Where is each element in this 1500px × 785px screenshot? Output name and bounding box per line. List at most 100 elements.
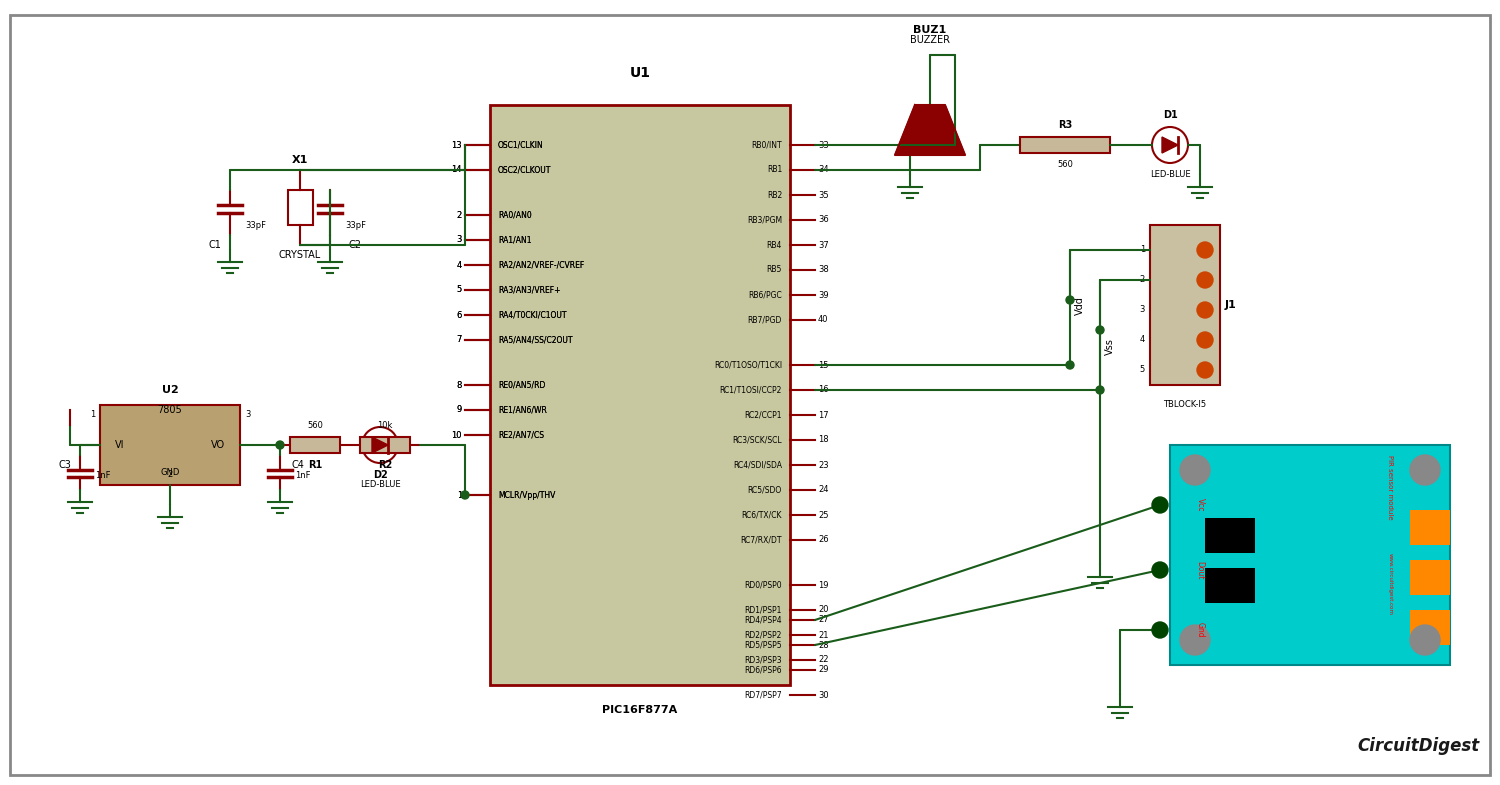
Text: 3: 3 xyxy=(456,236,462,244)
Text: C3: C3 xyxy=(58,460,72,470)
Text: RA0/AN0: RA0/AN0 xyxy=(498,210,531,220)
Text: 36: 36 xyxy=(818,216,828,225)
Text: C2: C2 xyxy=(348,240,361,250)
Circle shape xyxy=(1410,455,1440,485)
Text: RD7/PSP7: RD7/PSP7 xyxy=(744,691,782,699)
Text: RB5: RB5 xyxy=(766,265,782,275)
Text: 4: 4 xyxy=(456,261,462,269)
Circle shape xyxy=(460,491,470,499)
Text: 3: 3 xyxy=(244,410,250,419)
Text: 2: 2 xyxy=(168,470,172,479)
Text: RD5/PSP5: RD5/PSP5 xyxy=(744,641,782,649)
Text: RC0/T1OSO/T1CKI: RC0/T1OSO/T1CKI xyxy=(714,360,782,370)
Bar xyxy=(290,437,340,453)
Text: 19: 19 xyxy=(818,580,828,590)
Text: RA1/AN1: RA1/AN1 xyxy=(498,236,531,244)
Text: 5: 5 xyxy=(456,286,462,294)
Text: RD0/PSP0: RD0/PSP0 xyxy=(744,580,782,590)
Text: RE1/AN6/WR: RE1/AN6/WR xyxy=(498,406,548,414)
Text: 27: 27 xyxy=(818,615,828,625)
Text: RA5/AN4/SS/C2OUT: RA5/AN4/SS/C2OUT xyxy=(498,335,573,345)
Text: RD4/PSP4: RD4/PSP4 xyxy=(744,615,782,625)
Text: 5: 5 xyxy=(456,286,462,294)
Text: C1: C1 xyxy=(209,240,222,250)
Text: 1nF: 1nF xyxy=(296,470,310,480)
Text: C4: C4 xyxy=(291,460,304,470)
Text: RE2/AN7/CS: RE2/AN7/CS xyxy=(498,430,544,440)
Text: 33pF: 33pF xyxy=(345,221,366,229)
Text: 33pF: 33pF xyxy=(244,221,266,229)
Polygon shape xyxy=(372,437,388,453)
Bar xyxy=(1410,560,1450,595)
Text: 13: 13 xyxy=(452,141,462,149)
Text: RD2/PSP2: RD2/PSP2 xyxy=(744,630,782,640)
Text: RA3/AN3/VREF+: RA3/AN3/VREF+ xyxy=(498,286,561,294)
Bar xyxy=(1204,568,1255,603)
Text: 1: 1 xyxy=(456,491,462,499)
Text: RB4: RB4 xyxy=(766,240,782,250)
Text: 3: 3 xyxy=(456,236,462,244)
Text: Vdd: Vdd xyxy=(1076,296,1084,315)
Text: RA3/AN3/VREF+: RA3/AN3/VREF+ xyxy=(498,286,561,294)
Circle shape xyxy=(1066,296,1074,304)
Text: 15: 15 xyxy=(818,360,828,370)
Text: 30: 30 xyxy=(818,691,828,699)
Text: www.circuitdigest.com: www.circuitdigest.com xyxy=(1388,553,1392,615)
Text: 34: 34 xyxy=(818,166,828,174)
Text: MCLR/Vpp/THV: MCLR/Vpp/THV xyxy=(498,491,555,499)
Bar xyxy=(100,405,240,485)
Text: MCLR/Vpp/THV: MCLR/Vpp/THV xyxy=(498,491,555,499)
Text: RE0/AN5/RD: RE0/AN5/RD xyxy=(498,381,546,389)
Circle shape xyxy=(1197,272,1214,288)
Text: 20: 20 xyxy=(818,605,828,615)
Text: CRYSTAL: CRYSTAL xyxy=(279,250,321,260)
Text: 9: 9 xyxy=(456,406,462,414)
Text: RA4/T0CKI/C1OUT: RA4/T0CKI/C1OUT xyxy=(498,311,567,319)
Text: RE2/AN7/CS: RE2/AN7/CS xyxy=(498,430,544,440)
Text: 38: 38 xyxy=(818,265,828,275)
Text: RA2/AN2/VREF-/CVREF: RA2/AN2/VREF-/CVREF xyxy=(498,261,585,269)
Text: 13: 13 xyxy=(452,141,462,149)
Text: 6: 6 xyxy=(456,311,462,319)
Text: 39: 39 xyxy=(818,290,828,300)
Text: RB3/PGM: RB3/PGM xyxy=(747,216,782,225)
Text: RB1: RB1 xyxy=(766,166,782,174)
Text: 4: 4 xyxy=(1140,335,1144,345)
Bar xyxy=(490,105,790,685)
Text: 10: 10 xyxy=(452,430,462,440)
Text: 35: 35 xyxy=(818,191,828,199)
Text: 9: 9 xyxy=(456,406,462,414)
Text: 40: 40 xyxy=(818,316,828,324)
Bar xyxy=(360,437,410,453)
Text: 5: 5 xyxy=(1140,366,1144,374)
Text: Vss: Vss xyxy=(1106,338,1114,355)
Circle shape xyxy=(1197,242,1214,258)
Text: OSC2/CLKOUT: OSC2/CLKOUT xyxy=(498,166,552,174)
Circle shape xyxy=(276,441,284,449)
Text: BUZZER: BUZZER xyxy=(910,35,950,45)
Text: RA4/T0CKI/C1OUT: RA4/T0CKI/C1OUT xyxy=(498,311,567,319)
Circle shape xyxy=(1197,362,1214,378)
Text: R1: R1 xyxy=(308,460,322,470)
Text: D1: D1 xyxy=(1162,110,1178,120)
Text: 2: 2 xyxy=(456,210,462,220)
Text: 16: 16 xyxy=(818,385,828,395)
Circle shape xyxy=(1152,622,1168,638)
Text: 18: 18 xyxy=(818,436,828,444)
Text: CircuitDigest: CircuitDigest xyxy=(1358,737,1480,755)
Text: 4: 4 xyxy=(456,261,462,269)
Text: 33: 33 xyxy=(818,141,828,149)
Text: 7: 7 xyxy=(456,335,462,345)
Bar xyxy=(1020,137,1110,153)
Text: 10: 10 xyxy=(452,430,462,440)
Text: RB6/PGC: RB6/PGC xyxy=(748,290,782,300)
Polygon shape xyxy=(896,105,964,155)
Bar xyxy=(288,190,312,225)
Text: RB0/INT: RB0/INT xyxy=(752,141,782,149)
Text: RC3/SCK/SCL: RC3/SCK/SCL xyxy=(732,436,782,444)
Text: U1: U1 xyxy=(630,66,651,80)
Text: D2: D2 xyxy=(372,470,387,480)
Circle shape xyxy=(1096,386,1104,394)
Text: RD3/PSP3: RD3/PSP3 xyxy=(744,655,782,664)
Text: 37: 37 xyxy=(818,240,828,250)
